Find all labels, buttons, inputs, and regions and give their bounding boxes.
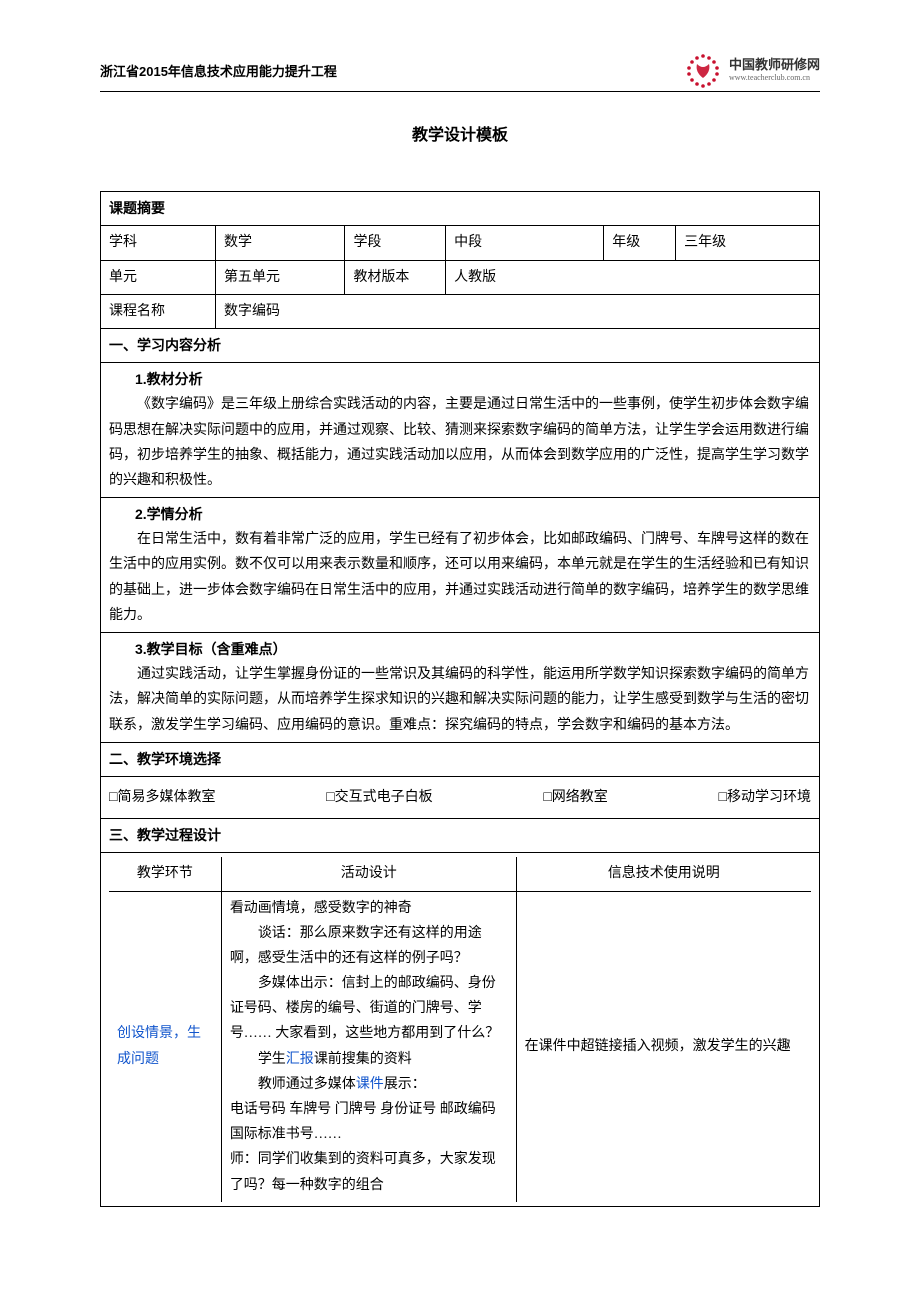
- env-option-2: □交互式电子白板: [326, 785, 432, 810]
- process-header-row: 教学环节 活动设计 信息技术使用说明: [109, 857, 811, 891]
- section2-title: 二、教学环境选择: [101, 742, 820, 776]
- logo-icon: [683, 50, 723, 90]
- process-table: 教学环节 活动设计 信息技术使用说明 创设情景，生成问题 看动画情境，感受数字的…: [109, 857, 811, 1201]
- summary-row-1: 学科 数学 学段 中段 年级 三年级: [101, 226, 820, 260]
- main-table: 课题摘要 学科 数学 学段 中段 年级 三年级 单元 第五单元 教材版本 人教版…: [100, 191, 820, 1207]
- process-row-1: 创设情景，生成问题 看动画情境，感受数字的神奇 谈话：那么原来数字还有这样的用途…: [109, 891, 811, 1202]
- activity-cell: 看动画情境，感受数字的神奇 谈话：那么原来数字还有这样的用途啊，感受生活中的还有…: [221, 891, 516, 1202]
- unit-label: 单元: [101, 260, 216, 294]
- page-header: 浙江省2015年信息技术应用能力提升工程: [100, 60, 820, 92]
- activity-p4: 学生汇报课前搜集的资料: [230, 1047, 508, 1072]
- env-options: □简易多媒体教室 □交互式电子白板 □网络教室 □移动学习环境: [109, 781, 811, 814]
- textbook-label: 教材版本: [345, 260, 446, 294]
- activity-p4-prefix: 学生: [258, 1052, 286, 1067]
- section1-sub2-title: 2.学情分析: [109, 502, 811, 527]
- document-title: 教学设计模板: [100, 122, 820, 151]
- process-header-phase: 教学环节: [109, 857, 221, 891]
- section1-sub2-body: 在日常生活中，数有着非常广泛的应用，学生已经有了初步体会，比如邮政编码、门牌号、…: [109, 527, 811, 628]
- document-page: 浙江省2015年信息技术应用能力提升工程: [0, 0, 920, 1302]
- phase-cell: 创设情景，生成问题: [109, 891, 221, 1202]
- subject-value: 数学: [216, 226, 345, 260]
- logo-text-main: 中国教师研修网: [729, 57, 820, 73]
- course-label: 课程名称: [101, 294, 216, 328]
- stage-value: 中段: [446, 226, 604, 260]
- env-option-3: □网络教室: [543, 785, 607, 810]
- section1-sub3-title: 3.教学目标（含重难点）: [109, 637, 811, 662]
- activity-p5-suffix: 展示：: [384, 1077, 426, 1092]
- activity-p3: 多媒体出示：信封上的邮政编码、身份证号码、楼房的编号、街道的门牌号、学号…… 大…: [230, 971, 508, 1047]
- process-table-container: 教学环节 活动设计 信息技术使用说明 创设情景，生成问题 看动画情境，感受数字的…: [101, 853, 820, 1206]
- section3-title: 三、教学过程设计: [101, 819, 820, 853]
- activity-p5-prefix: 教师通过多媒体: [258, 1077, 356, 1092]
- header-title: 浙江省2015年信息技术应用能力提升工程: [100, 60, 337, 83]
- tech-note-cell: 在课件中超链接插入视频，激发学生的兴趣: [516, 891, 811, 1202]
- summary-row-2: 单元 第五单元 教材版本 人教版: [101, 260, 820, 294]
- env-option-4: □移动学习环境: [719, 785, 811, 810]
- activity-p6: 电话号码 车牌号 门牌号 身份证号 邮政编码 国际标准书号……: [230, 1097, 508, 1147]
- grade-label: 年级: [604, 226, 676, 260]
- textbook-value: 人教版: [446, 260, 820, 294]
- env-option-1: □简易多媒体教室: [109, 785, 215, 810]
- activity-p2: 谈话：那么原来数字还有这样的用途啊，感受生活中的还有这样的例子吗？: [230, 921, 508, 971]
- section1-sub3-body: 通过实践活动，让学生掌握身份证的一些常识及其编码的科学性，能运用所学数学知识探索…: [109, 662, 811, 738]
- section1-sub1-body: 《数字编码》是三年级上册综合实践活动的内容，主要是通过日常生活中的一些事例，使学…: [109, 392, 811, 493]
- env-options-cell: □简易多媒体教室 □交互式电子白板 □网络教室 □移动学习环境: [101, 776, 820, 818]
- logo-container: 中国教师研修网 www.teacherclub.com.cn: [683, 50, 820, 90]
- logo-text-sub: www.teacherclub.com.cn: [729, 73, 820, 83]
- section1-sub3: 3.教学目标（含重难点） 通过实践活动，让学生掌握身份证的一些常识及其编码的科学…: [101, 633, 820, 743]
- logo-text: 中国教师研修网 www.teacherclub.com.cn: [729, 57, 820, 82]
- unit-value: 第五单元: [216, 260, 345, 294]
- process-header-activity: 活动设计: [221, 857, 516, 891]
- subject-label: 学科: [101, 226, 216, 260]
- activity-p7: 师：同学们收集到的资料可真多，大家发现了吗？每一种数字的组合: [230, 1147, 508, 1197]
- grade-value: 三年级: [676, 226, 820, 260]
- section1-sub1: 1.教材分析 《数字编码》是三年级上册综合实践活动的内容，主要是通过日常生活中的…: [101, 363, 820, 498]
- activity-p5-link: 课件: [356, 1077, 384, 1092]
- section1-title: 一、学习内容分析: [101, 328, 820, 362]
- summary-section-header: 课题摘要: [101, 192, 820, 226]
- process-header-tech: 信息技术使用说明: [516, 857, 811, 891]
- activity-p4-link: 汇报: [286, 1052, 314, 1067]
- stage-label: 学段: [345, 226, 446, 260]
- summary-row-3: 课程名称 数字编码: [101, 294, 820, 328]
- section1-sub2: 2.学情分析 在日常生活中，数有着非常广泛的应用，学生已经有了初步体会，比如邮政…: [101, 498, 820, 633]
- activity-p4-suffix: 课前搜集的资料: [314, 1052, 412, 1067]
- activity-p1: 看动画情境，感受数字的神奇: [230, 896, 508, 921]
- course-value: 数字编码: [216, 294, 820, 328]
- activity-p5: 教师通过多媒体课件展示：: [230, 1072, 508, 1097]
- section1-sub1-title: 1.教材分析: [109, 367, 811, 392]
